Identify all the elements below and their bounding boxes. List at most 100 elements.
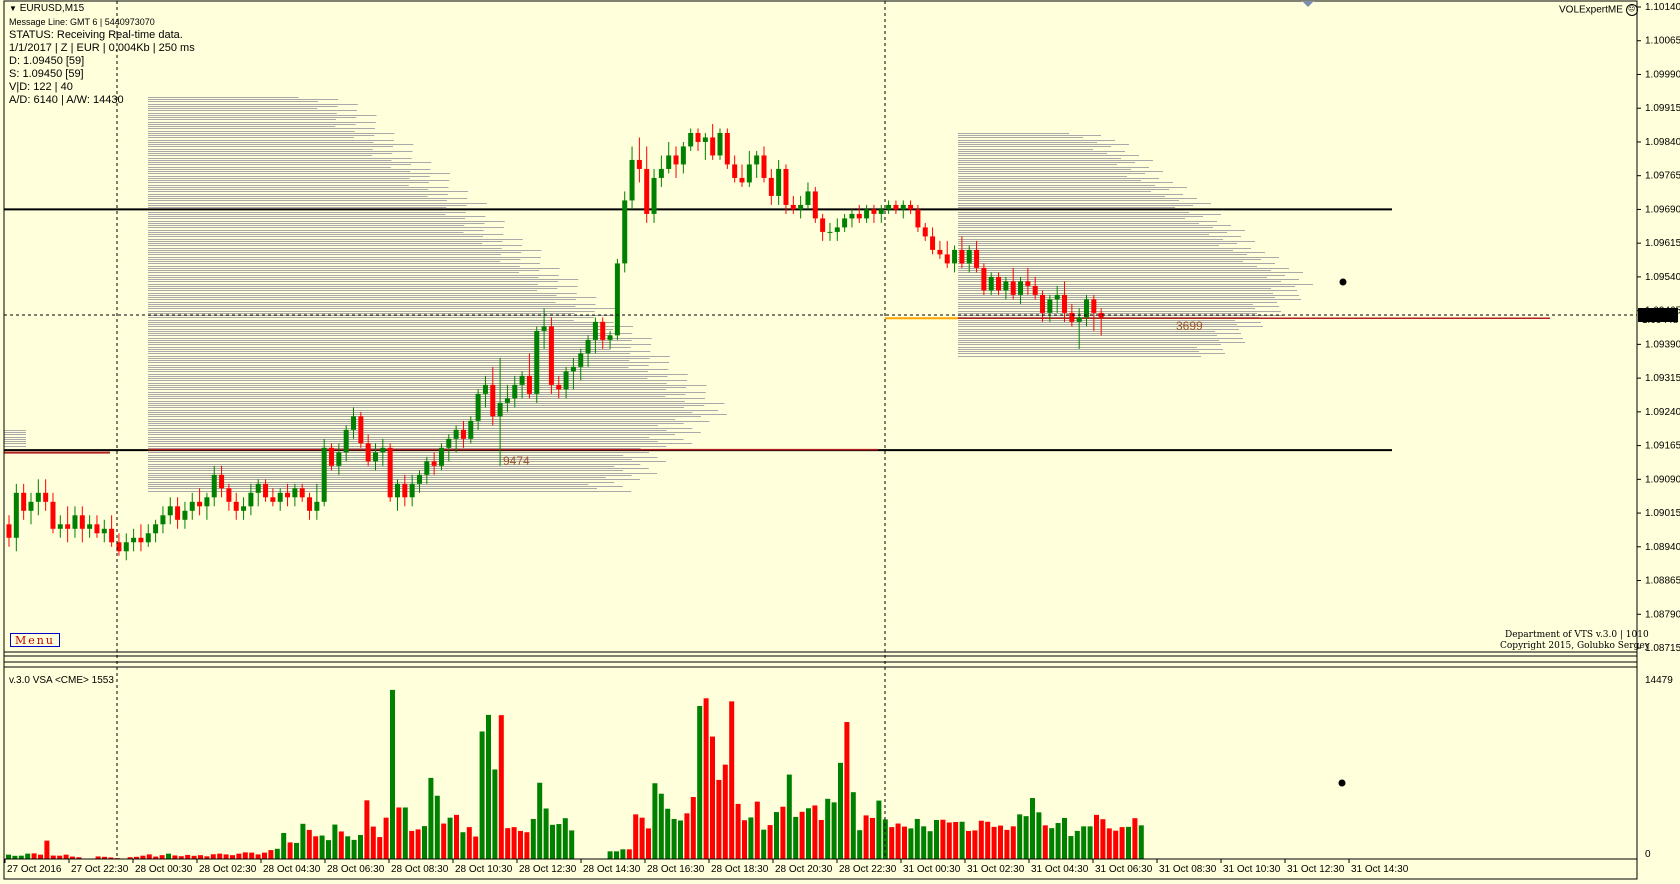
candle xyxy=(138,524,144,552)
volume-bar xyxy=(127,857,133,859)
candle-body xyxy=(512,384,518,399)
volume-bar xyxy=(102,856,107,859)
candle-body xyxy=(908,204,914,210)
volume-bar xyxy=(76,857,82,859)
candle xyxy=(922,222,928,241)
info-s-price: S: 1.09450 [59] xyxy=(9,68,84,80)
volume-bar xyxy=(63,854,69,859)
volume-bar xyxy=(530,818,536,859)
shift-marker-icon xyxy=(1302,1,1314,7)
volume-bar xyxy=(370,826,376,859)
candle-body xyxy=(497,402,503,417)
volume-bar xyxy=(274,848,280,859)
candle xyxy=(607,330,613,349)
candle-body xyxy=(585,339,591,354)
current-price-box xyxy=(1638,308,1678,322)
candle-body xyxy=(233,501,239,511)
candle xyxy=(292,483,298,507)
candle xyxy=(270,488,276,507)
candle-body xyxy=(790,204,796,210)
candle xyxy=(233,492,239,520)
price-tick-label: 1.09015 xyxy=(1645,508,1680,519)
candle-body xyxy=(754,155,760,165)
time-tick-label: 31 Oct 00:30 xyxy=(903,864,961,875)
chart-frame xyxy=(3,0,1638,880)
volume-signal-dot xyxy=(1338,779,1346,787)
candle-body xyxy=(768,177,774,196)
volume-profile xyxy=(4,97,1313,492)
volume-bar xyxy=(505,828,511,859)
time-tick-label: 28 Oct 18:30 xyxy=(711,864,769,875)
candle-body xyxy=(402,483,408,498)
candle xyxy=(827,222,833,241)
price-tick-label: 1.09315 xyxy=(1645,373,1680,384)
candle-body xyxy=(204,497,210,507)
volume-bar xyxy=(159,855,165,859)
candle xyxy=(526,353,532,399)
volume-bar xyxy=(31,853,37,859)
candle xyxy=(666,141,672,174)
candle xyxy=(702,132,708,160)
candle xyxy=(21,483,27,520)
volume-bar xyxy=(146,854,152,859)
volume-bar xyxy=(569,830,575,859)
volume-bar xyxy=(1030,798,1035,859)
volume-bar xyxy=(684,813,690,859)
expert-indicator[interactable]: VOLExpertME ☹ xyxy=(1559,4,1638,16)
candle xyxy=(373,443,378,471)
candle-body xyxy=(622,200,628,264)
candle-body xyxy=(292,488,298,498)
candle-body xyxy=(1018,281,1024,295)
volume-bar xyxy=(50,855,56,859)
volume-bar xyxy=(793,816,799,859)
volume-bar xyxy=(1055,823,1061,859)
candle-body xyxy=(710,137,716,156)
candle xyxy=(182,501,188,529)
candle-body xyxy=(409,483,415,498)
volume-bar xyxy=(140,855,146,859)
volume-bar xyxy=(946,822,952,859)
candle xyxy=(50,492,56,534)
candle-body xyxy=(556,384,562,390)
candle-body xyxy=(21,492,27,511)
info-meta: 1/1/2017 | Z | EUR | 0.004Kb | 250 ms xyxy=(9,42,195,54)
volume-bar xyxy=(895,823,901,859)
candle-body xyxy=(1040,294,1046,313)
time-tick-label: 31 Oct 08:30 xyxy=(1159,864,1217,875)
candle-body xyxy=(248,492,254,507)
volume-bar xyxy=(223,854,229,859)
candle xyxy=(72,506,78,538)
collapse-icon[interactable]: ▼ xyxy=(9,4,17,13)
candle-body xyxy=(996,276,1002,291)
candle-body xyxy=(270,497,276,502)
candle xyxy=(1032,276,1038,300)
volume-bar xyxy=(921,826,927,859)
candle xyxy=(776,159,782,205)
candle-body xyxy=(658,168,664,178)
volume-bar xyxy=(364,800,370,859)
candle xyxy=(834,218,840,241)
candle-body xyxy=(724,132,730,165)
time-tick-label: 28 Oct 04:30 xyxy=(263,864,321,875)
candle-body xyxy=(197,501,203,507)
candle xyxy=(123,533,129,561)
candle-body xyxy=(959,249,965,264)
volume-bar xyxy=(934,819,939,859)
volume-bar xyxy=(134,856,139,859)
volume-bar xyxy=(1100,819,1106,859)
candle-body xyxy=(761,155,767,178)
volume-bar xyxy=(1023,816,1029,859)
volume-bar xyxy=(1010,826,1016,859)
menu-button[interactable]: Menu xyxy=(10,633,60,647)
volume-bar xyxy=(38,854,43,859)
candle-body xyxy=(123,542,129,552)
symbol-header[interactable]: ▼ EURUSD,M15 xyxy=(9,3,84,14)
volume-bar xyxy=(172,855,178,859)
candle-body xyxy=(871,209,877,214)
candle xyxy=(1098,308,1104,336)
time-tick-label: 27 Oct 22:30 xyxy=(71,864,129,875)
volume-bar xyxy=(1094,814,1099,859)
candle xyxy=(783,164,789,214)
candle xyxy=(116,533,122,556)
